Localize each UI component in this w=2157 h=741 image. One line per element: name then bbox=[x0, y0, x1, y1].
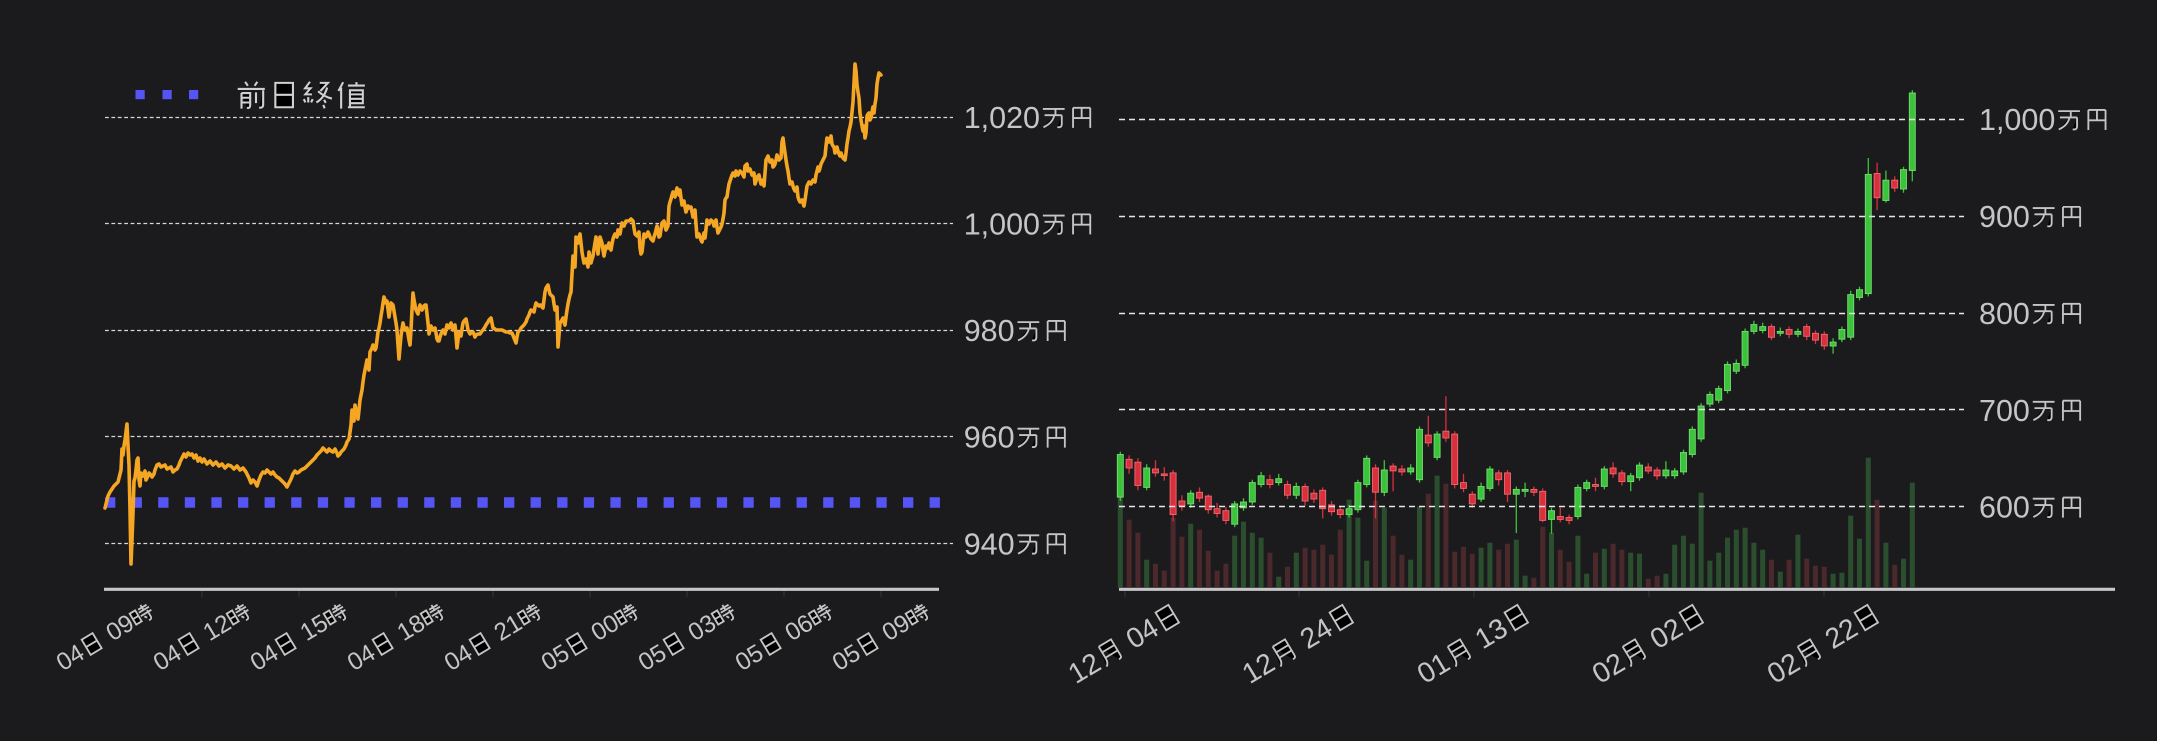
svg-text:700: 700 bbox=[1979, 394, 2030, 428]
svg-text:1,000: 1,000 bbox=[1979, 103, 2055, 137]
svg-text:1,020: 1,020 bbox=[964, 101, 1040, 135]
svg-text:600: 600 bbox=[1979, 491, 2030, 525]
svg-text:900: 900 bbox=[1979, 200, 2030, 234]
svg-text:800: 800 bbox=[1979, 297, 2030, 331]
svg-text:980: 980 bbox=[964, 314, 1015, 348]
svg-text:940: 940 bbox=[964, 527, 1015, 561]
svg-text:1,000: 1,000 bbox=[964, 208, 1040, 242]
svg-text:960: 960 bbox=[964, 421, 1015, 455]
